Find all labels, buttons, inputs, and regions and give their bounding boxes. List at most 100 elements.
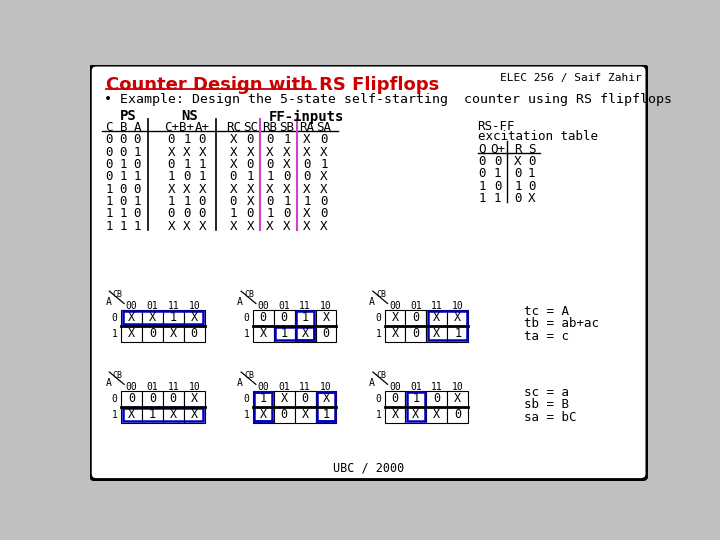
Text: 00: 00: [125, 301, 138, 311]
Text: X: X: [320, 183, 328, 195]
Text: 0: 0: [128, 392, 135, 405]
Text: 0: 0: [149, 327, 156, 340]
Text: X: X: [199, 146, 206, 159]
Text: X: X: [149, 311, 156, 324]
Text: X: X: [392, 311, 399, 324]
Text: S: S: [528, 143, 536, 156]
Text: X: X: [191, 392, 198, 405]
Text: 0: 0: [247, 158, 254, 171]
Text: 1: 1: [133, 220, 141, 233]
Text: 0: 0: [478, 155, 486, 168]
Bar: [294, 390, 315, 407]
Text: X: X: [323, 392, 330, 405]
Text: 0: 0: [320, 207, 328, 220]
Text: 1: 1: [183, 133, 191, 146]
Text: 0: 0: [199, 207, 206, 220]
Text: 1: 1: [199, 158, 206, 171]
Text: 10: 10: [452, 382, 464, 392]
Text: X: X: [283, 158, 291, 171]
Text: X: X: [266, 220, 274, 233]
Text: X: X: [230, 158, 237, 171]
Text: 0: 0: [199, 195, 206, 208]
Text: 00: 00: [257, 301, 269, 311]
Text: R: R: [514, 143, 521, 156]
Bar: [253, 309, 274, 326]
Text: X: X: [283, 146, 291, 159]
Text: 1: 1: [133, 170, 141, 183]
Text: X: X: [283, 183, 291, 195]
Bar: [121, 390, 142, 407]
Text: 01: 01: [278, 301, 290, 311]
Bar: [384, 309, 405, 326]
Bar: [163, 326, 184, 342]
Bar: [294, 309, 315, 326]
Bar: [121, 407, 142, 423]
Text: 0: 0: [283, 207, 291, 220]
Bar: [184, 309, 204, 326]
Bar: [142, 326, 163, 342]
Text: 0: 0: [230, 170, 237, 183]
Text: X: X: [303, 133, 311, 146]
Text: A: A: [238, 378, 243, 388]
Bar: [428, 311, 467, 340]
Text: 0: 0: [120, 183, 127, 195]
Text: 0: 0: [266, 158, 274, 171]
Text: 1: 1: [375, 410, 381, 420]
Text: X: X: [323, 311, 330, 324]
Text: X: X: [320, 170, 328, 183]
Text: 1: 1: [283, 195, 291, 208]
Text: 0: 0: [303, 170, 311, 183]
Text: 0: 0: [168, 207, 175, 220]
Text: A: A: [238, 298, 243, 307]
Text: X: X: [199, 183, 206, 195]
Text: X: X: [392, 327, 399, 340]
Text: 1: 1: [478, 192, 486, 205]
Text: excitation table: excitation table: [477, 130, 598, 143]
Text: X: X: [433, 408, 441, 421]
Text: 1: 1: [320, 158, 328, 171]
Text: 0: 0: [323, 327, 330, 340]
Text: 0: 0: [260, 311, 267, 324]
Text: CB: CB: [112, 372, 122, 380]
Text: X: X: [247, 146, 254, 159]
Text: 1: 1: [243, 329, 250, 339]
Text: 0: 0: [302, 392, 309, 405]
Text: 0: 0: [494, 179, 501, 193]
Text: 11: 11: [168, 382, 179, 392]
Text: 1: 1: [120, 220, 127, 233]
Bar: [253, 326, 274, 342]
Text: SB: SB: [279, 121, 294, 134]
Text: Counter Design with RS Flipflops: Counter Design with RS Flipflops: [106, 76, 438, 93]
Text: X: X: [247, 220, 254, 233]
Text: X: X: [247, 183, 254, 195]
Text: 0: 0: [281, 408, 288, 421]
Text: A: A: [369, 298, 375, 307]
Bar: [426, 407, 447, 423]
Bar: [426, 390, 447, 407]
Text: 1: 1: [413, 392, 420, 405]
Text: 0: 0: [243, 313, 250, 323]
Text: A: A: [133, 121, 141, 134]
Bar: [447, 407, 468, 423]
Text: 0: 0: [281, 311, 288, 324]
Text: 0: 0: [514, 167, 521, 180]
Text: 1: 1: [302, 311, 309, 324]
Text: C+: C+: [164, 121, 179, 134]
Text: 10: 10: [452, 301, 464, 311]
Bar: [274, 407, 294, 423]
Text: 1: 1: [199, 170, 206, 183]
Text: X: X: [260, 327, 267, 340]
Text: RC: RC: [226, 121, 241, 134]
Text: 0: 0: [247, 133, 254, 146]
Text: 0: 0: [106, 158, 113, 171]
Text: X: X: [454, 311, 462, 324]
Text: X: X: [302, 408, 309, 421]
Text: 0: 0: [183, 170, 191, 183]
Bar: [163, 309, 184, 326]
Text: 1: 1: [133, 146, 141, 159]
Text: 11: 11: [431, 301, 443, 311]
Text: PS: PS: [120, 110, 136, 124]
Text: 0: 0: [433, 392, 441, 405]
Text: 1: 1: [106, 183, 113, 195]
Text: X: X: [528, 192, 536, 205]
